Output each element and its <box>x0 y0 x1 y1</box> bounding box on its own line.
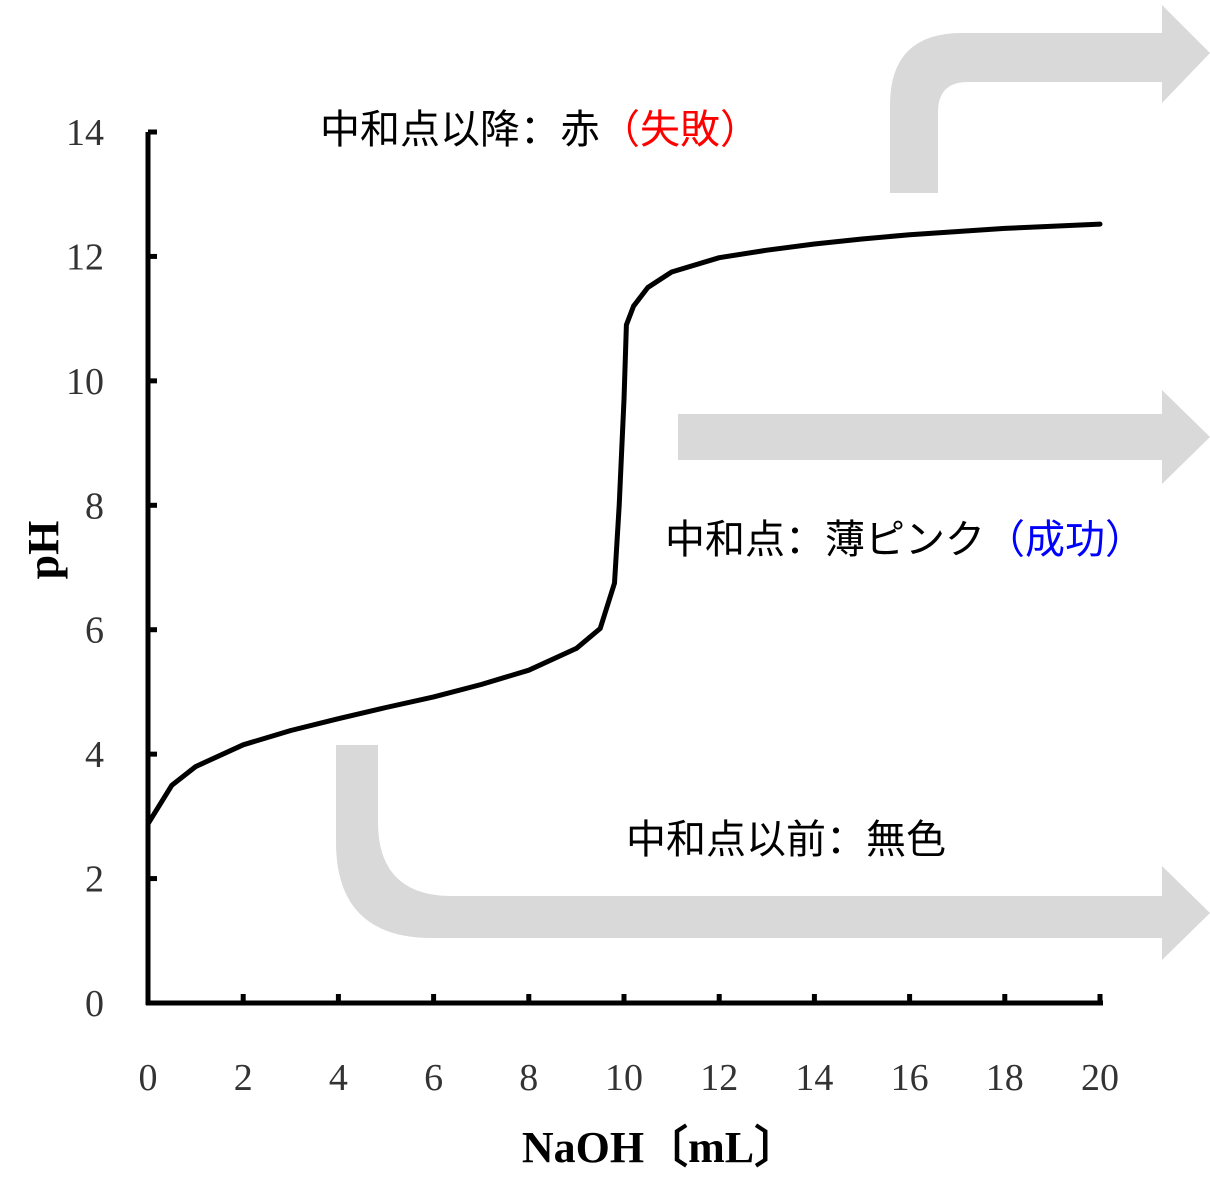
x-tick-label: 14 <box>795 1057 833 1099</box>
middle-straight-arrow <box>678 390 1210 484</box>
annotation-before-neutralization: 中和点以前：無色 <box>626 817 946 863</box>
axes-layer <box>145 132 1103 1006</box>
x-tick-label: 18 <box>986 1057 1024 1099</box>
y-tick-label: 6 <box>85 610 104 652</box>
y-tick-label: 4 <box>85 734 104 776</box>
y-tick-label: 10 <box>66 361 104 403</box>
y-tick-label: 8 <box>85 485 104 527</box>
upper-bend-arrow <box>890 5 1210 193</box>
annotation-after-neutralization: 中和点以降：赤（失敗） <box>320 107 760 153</box>
x-tick-label: 20 <box>1081 1057 1119 1099</box>
arrows-layer <box>336 5 1210 960</box>
annotation-at-neutralization: 中和点：薄ピンク（成功） <box>665 517 1145 563</box>
x-tick-layer: 0 2 4 6 8 10 12 14 16 18 20 <box>139 994 1119 1099</box>
x-tick-label: 16 <box>891 1057 929 1099</box>
annotation-at-note: （成功） <box>985 517 1145 563</box>
ph-curve-line <box>145 221 1103 827</box>
y-tick-layer: 0 2 4 6 8 10 12 14 <box>66 112 157 1025</box>
annotation-after-note: （失敗） <box>600 107 760 153</box>
annotation-after-label: 中和点以降：赤 <box>320 107 600 153</box>
y-tick-label: 0 <box>85 983 104 1025</box>
y-tick-label: 12 <box>66 236 104 278</box>
x-tick-label: 12 <box>700 1057 738 1099</box>
lower-bend-arrow <box>336 745 1210 960</box>
x-tick-label: 2 <box>234 1057 253 1099</box>
y-axis-title: pH <box>19 521 68 580</box>
x-tick-label: 8 <box>519 1057 538 1099</box>
annotation-at-label: 中和点：薄ピンク <box>665 517 985 563</box>
y-tick-label: 2 <box>85 859 104 901</box>
annotation-before-label: 中和点以前：無色 <box>626 817 946 863</box>
x-axis-title: NaOH〔mL〕 <box>522 1123 798 1172</box>
y-tick-label: 14 <box>66 112 104 154</box>
x-tick-label: 10 <box>605 1057 643 1099</box>
x-tick-label: 6 <box>424 1057 443 1099</box>
x-tick-label: 0 <box>139 1057 158 1099</box>
x-tick-label: 4 <box>329 1057 348 1099</box>
series-layer <box>145 221 1103 827</box>
